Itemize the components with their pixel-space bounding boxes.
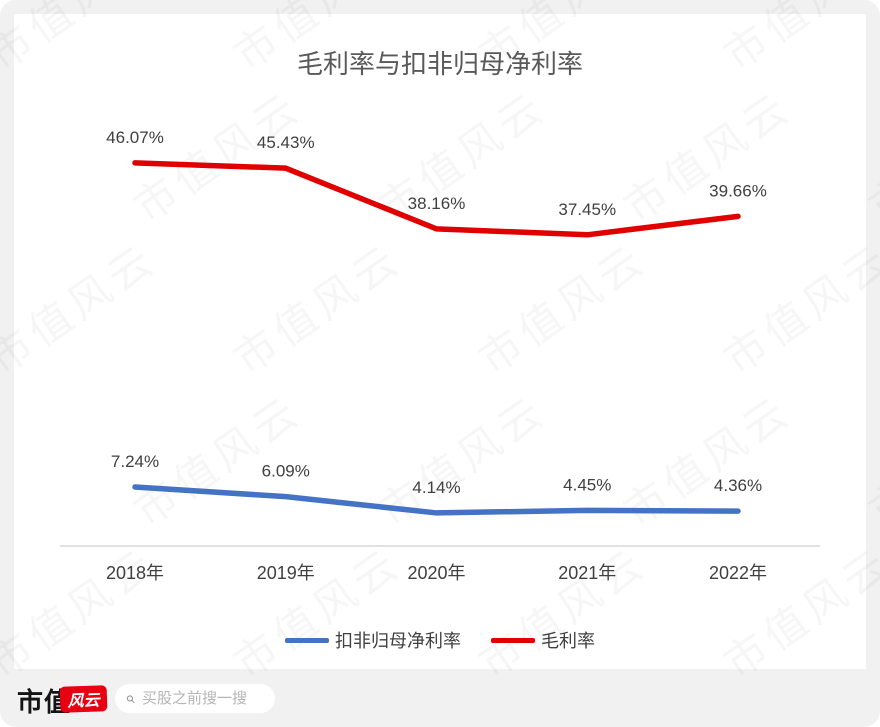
chart-legend: 扣非归母净利率 毛利率 bbox=[0, 627, 880, 653]
x-axis-label: 2018年 bbox=[106, 563, 164, 583]
x-axis-label: 2020年 bbox=[407, 563, 465, 583]
chart-title: 毛利率与扣非归母净利率 bbox=[296, 49, 583, 79]
data-label: 6.09% bbox=[262, 462, 310, 481]
chart-card bbox=[14, 14, 866, 669]
data-label: 4.36% bbox=[714, 476, 762, 495]
x-axis-label: 2021年 bbox=[558, 563, 616, 583]
data-label: 37.45% bbox=[558, 200, 616, 219]
data-label: 38.16% bbox=[408, 194, 466, 213]
data-label: 46.07% bbox=[106, 128, 164, 147]
legend-swatch bbox=[491, 637, 535, 643]
legend-label: 扣非归母净利率 bbox=[335, 631, 461, 651]
data-label: 4.14% bbox=[412, 478, 460, 497]
fengyun-logo-badge: 风云 bbox=[59, 685, 108, 713]
legend-swatch bbox=[285, 637, 329, 643]
legend-label: 毛利率 bbox=[541, 631, 595, 651]
search-box[interactable] bbox=[115, 684, 275, 713]
data-label: 4.45% bbox=[563, 475, 611, 494]
data-label: 45.43% bbox=[257, 133, 315, 152]
data-label: 7.24% bbox=[111, 452, 159, 471]
legend-item-1: 毛利率 bbox=[491, 627, 595, 653]
data-label: 39.66% bbox=[709, 181, 767, 200]
search-icon bbox=[126, 694, 135, 703]
series-0-line bbox=[132, 484, 741, 516]
x-axis-label: 2022年 bbox=[709, 563, 767, 583]
series-1-line bbox=[132, 160, 741, 238]
search-input[interactable] bbox=[142, 690, 264, 707]
x-axis-label: 2019年 bbox=[257, 563, 315, 583]
legend-item-0: 扣非归母净利率 bbox=[285, 627, 461, 653]
